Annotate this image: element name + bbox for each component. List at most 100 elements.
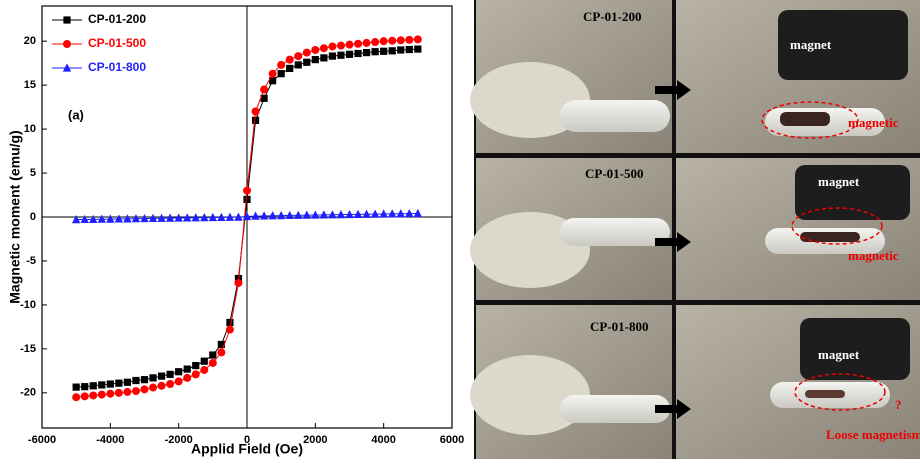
y-tick-label: 10 [24, 123, 36, 135]
marker [90, 382, 97, 389]
marker [89, 391, 97, 399]
marker [312, 56, 319, 63]
marker [414, 45, 421, 52]
marker [72, 393, 80, 401]
marker [380, 48, 387, 55]
marker [63, 16, 70, 23]
marker [81, 383, 88, 390]
marker [141, 385, 149, 393]
marker [123, 388, 131, 396]
magnet-label: magnet [818, 347, 860, 362]
marker [329, 53, 336, 60]
glove [470, 355, 590, 435]
marker [397, 36, 405, 44]
marker [243, 187, 251, 195]
marker [320, 44, 328, 52]
figure: CP-01-200 magnet magnetic CP-01-500 magn… [0, 0, 920, 459]
marker [252, 108, 260, 116]
marker [243, 196, 250, 203]
marker [414, 209, 422, 217]
sample-label: CP-01-500 [585, 166, 644, 181]
note-label: magnetic [848, 115, 899, 130]
marker [209, 351, 216, 358]
marker [389, 47, 396, 54]
marker [363, 39, 371, 47]
marker [209, 359, 217, 367]
marker [328, 42, 336, 50]
marker [166, 380, 174, 388]
x-tick-label: 4000 [371, 434, 395, 446]
marker [372, 48, 379, 55]
marker [175, 368, 182, 375]
marker [346, 41, 354, 49]
legend-item: CP-01-800 [52, 60, 146, 74]
y-tick-label: 0 [30, 211, 36, 223]
x-tick-label: 0 [244, 434, 250, 446]
note-mark: ? [895, 397, 902, 412]
photo-panel: CP-01-200 magnet magnetic CP-01-500 magn… [470, 0, 920, 459]
marker [115, 389, 123, 397]
marker [132, 387, 140, 395]
x-tick-label: -6000 [28, 434, 56, 446]
marker [294, 52, 302, 60]
marker [226, 319, 233, 326]
marker [141, 376, 148, 383]
marker [405, 36, 413, 44]
y-tick-label: -20 [20, 387, 36, 399]
marker [303, 59, 310, 66]
marker [414, 35, 422, 43]
marker [158, 382, 166, 390]
x-tick-label: 6000 [440, 434, 464, 446]
y-tick-label: -15 [20, 343, 36, 355]
marker [363, 49, 370, 56]
y-tick-label: 15 [24, 79, 36, 91]
marker [106, 390, 114, 398]
marker [217, 348, 225, 356]
marker [175, 377, 183, 385]
marker [337, 42, 345, 50]
legend-label: CP-01-800 [88, 60, 146, 74]
marker [81, 392, 89, 400]
marker [132, 377, 139, 384]
marker [260, 86, 268, 94]
marker [354, 40, 362, 48]
marker [311, 46, 319, 54]
note-label: magnetic [848, 248, 899, 263]
marker [346, 51, 353, 58]
marker [183, 374, 191, 382]
marker [278, 70, 285, 77]
marker [406, 46, 413, 53]
marker [286, 56, 294, 64]
marker [286, 65, 293, 72]
marker [234, 279, 242, 287]
marker [184, 365, 191, 372]
marker [337, 52, 344, 59]
panel-annotation: (a) [68, 107, 84, 122]
marker [354, 50, 361, 57]
marker [397, 46, 404, 53]
marker [149, 374, 156, 381]
marker [200, 366, 208, 374]
legend-item: CP-01-500 [52, 36, 146, 50]
marker [252, 117, 259, 124]
marker [98, 381, 105, 388]
x-tick-label: 2000 [303, 434, 327, 446]
marker [303, 49, 311, 57]
marker [295, 61, 302, 68]
y-tick-label: 5 [30, 167, 36, 179]
x-tick-label: -4000 [96, 434, 124, 446]
marker [320, 54, 327, 61]
marker [63, 40, 71, 48]
tube [560, 395, 670, 423]
magnet-label: magnet [790, 37, 832, 52]
marker [115, 380, 122, 387]
y-tick-label: -5 [26, 255, 36, 267]
marker [201, 358, 208, 365]
y-tick-label: 20 [24, 35, 36, 47]
marker [380, 37, 388, 45]
marker [107, 380, 114, 387]
tube [560, 218, 670, 246]
legend-item: CP-01-200 [52, 12, 146, 26]
legend-label: CP-01-500 [88, 36, 146, 50]
marker [388, 37, 396, 45]
